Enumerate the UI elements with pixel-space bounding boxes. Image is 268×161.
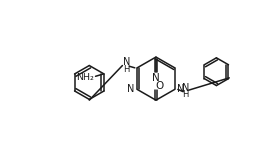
Text: O: O <box>156 81 164 91</box>
Text: H: H <box>183 90 189 99</box>
Text: N: N <box>123 57 130 67</box>
Text: N: N <box>182 83 189 93</box>
Text: H: H <box>123 65 129 74</box>
Text: N: N <box>128 84 135 94</box>
Text: NH₂: NH₂ <box>77 73 94 82</box>
Text: N: N <box>152 73 160 83</box>
Text: N: N <box>177 84 184 94</box>
